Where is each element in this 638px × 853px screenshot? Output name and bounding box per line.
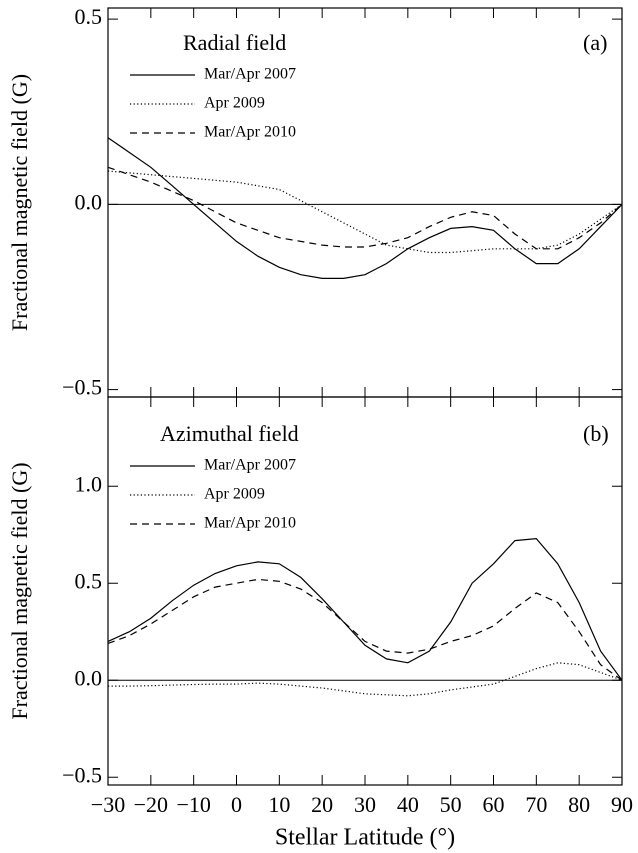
legend-label: Apr 2009 (204, 95, 265, 112)
x-tick-label: 10 (268, 792, 290, 817)
data-line (107, 137, 623, 279)
x-tick-label: 40 (397, 792, 419, 817)
data-line (107, 578, 623, 681)
x-tick-label: 0 (231, 792, 242, 817)
y-tick-label: 0.5 (75, 4, 103, 29)
legend-label: Mar/Apr 2010 (204, 515, 296, 532)
panel-title: Radial field (183, 30, 286, 55)
legend-label: Mar/Apr 2010 (204, 124, 296, 141)
y-tick-label: −0.5 (62, 762, 102, 787)
y-tick-label: −0.5 (62, 375, 102, 400)
data-line (107, 537, 623, 681)
x-axis-label: Stellar Latitude (°) (275, 825, 455, 851)
data-line (108, 662, 623, 697)
x-tick-label: −30 (91, 792, 125, 817)
data-line (107, 170, 623, 254)
x-tick-label: 20 (311, 792, 333, 817)
x-tick-label: 90 (611, 792, 633, 817)
x-tick-label: 30 (354, 792, 376, 817)
x-tick-label: 60 (483, 792, 505, 817)
y-tick-label: 0.0 (75, 189, 103, 214)
panel-label: (a) (583, 30, 607, 55)
legend-label: Apr 2009 (204, 486, 265, 503)
y-tick-label: 0.5 (75, 568, 103, 593)
x-tick-label: 50 (440, 792, 462, 817)
x-tick-label: 70 (525, 792, 547, 817)
legend-label: Mar/Apr 2007 (204, 457, 296, 474)
x-tick-label: −20 (134, 792, 168, 817)
y-axis-label: Fractional magnetic field (G) (7, 74, 32, 331)
legend-label: Mar/Apr 2007 (204, 66, 296, 83)
y-tick-label: 0.0 (75, 665, 103, 690)
y-axis-label: Fractional magnetic field (G) (7, 462, 32, 719)
panel-label: (b) (583, 421, 609, 446)
panel-title: Azimuthal field (160, 421, 299, 446)
y-tick-label: 1.0 (75, 471, 103, 496)
x-tick-label: −10 (176, 792, 210, 817)
plot-frame (107, 7, 623, 398)
x-tick-label: 80 (568, 792, 590, 817)
data-line (107, 166, 623, 250)
